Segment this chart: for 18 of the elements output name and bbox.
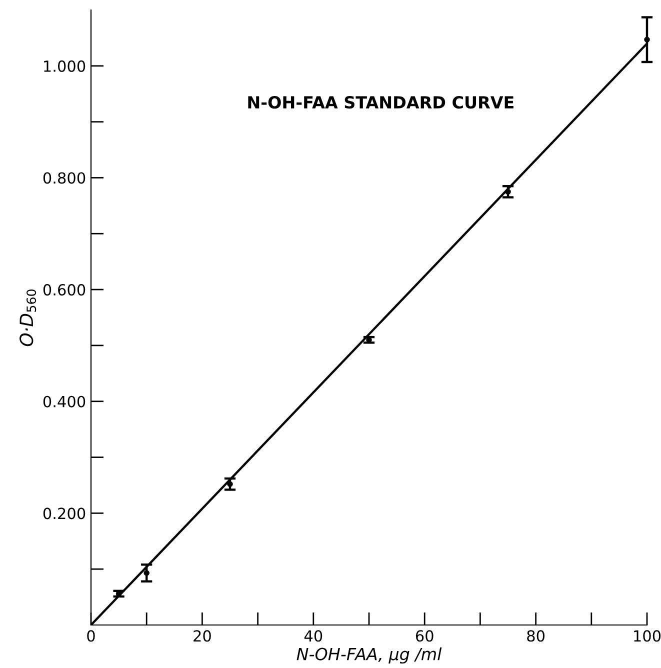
- point: [144, 570, 150, 576]
- x-tick-label: 40: [304, 630, 322, 642]
- y-tick-label: 0.400: [43, 396, 86, 408]
- x-tick-label: 60: [416, 630, 434, 642]
- x-tick-label: 20: [194, 630, 211, 642]
- x-tick-label: 100: [634, 630, 661, 642]
- y-tick-label: 1.000: [44, 60, 86, 72]
- x-axis-title: N-OH-FAA, μg /ml: [296, 647, 442, 664]
- point: [505, 188, 511, 195]
- text: N-OH-FAA STANDARD CURVE: [248, 96, 514, 109]
- y-tick-label: 0.200: [43, 508, 86, 520]
- point: [644, 36, 650, 43]
- x-tick-label: 80: [527, 630, 545, 642]
- y-tick-label: 0.600: [43, 284, 86, 296]
- y-tick-label: 0.800: [43, 172, 86, 184]
- point: [227, 481, 233, 487]
- x-tick-label: 0: [87, 630, 95, 642]
- y-axis-title: O·D$_{560}$: [20, 290, 36, 346]
